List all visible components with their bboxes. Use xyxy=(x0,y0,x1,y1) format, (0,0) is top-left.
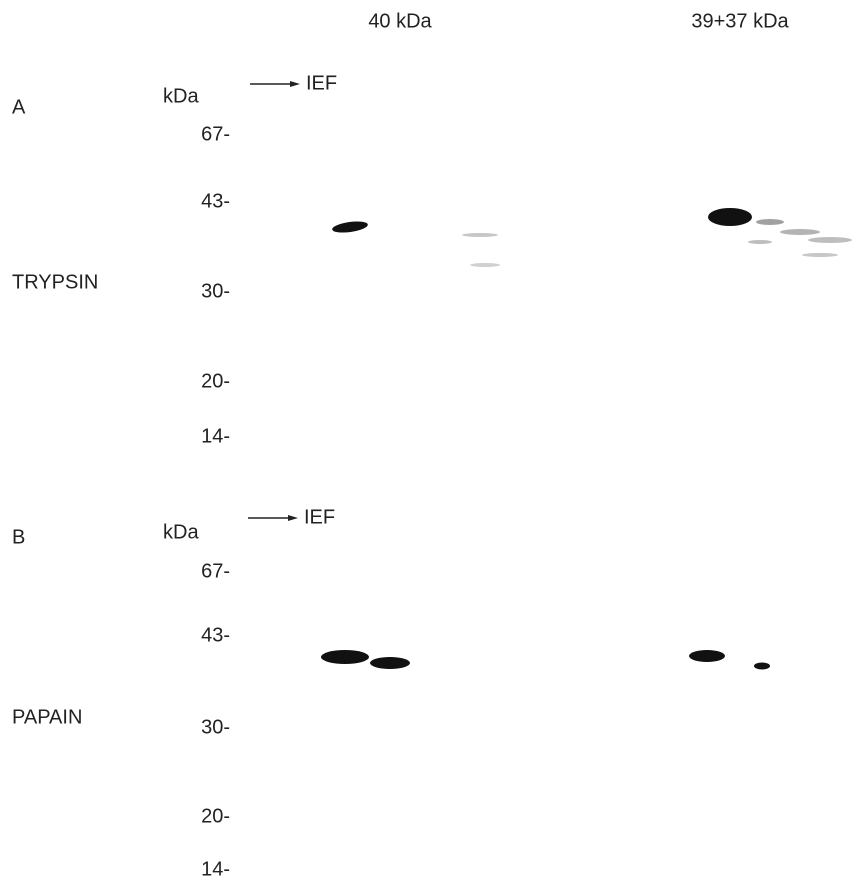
enzyme-label: TRYPSIN xyxy=(12,271,98,293)
unit-label: kDa xyxy=(163,85,199,107)
marker-label: 20- xyxy=(201,370,230,392)
page: 40 kDa 39+37 kDa A TRYPSIN kDa IEF 67- 43- 30-… xyxy=(0,0,865,879)
marker-label: 14- xyxy=(201,858,230,879)
spot xyxy=(370,657,410,669)
direction-label: IEF xyxy=(304,506,335,528)
marker-label: 67- xyxy=(201,123,230,145)
spot xyxy=(708,208,752,226)
background xyxy=(0,0,865,879)
panel-letter: A xyxy=(12,96,26,118)
marker-label: 30- xyxy=(201,280,230,302)
figure: 40 kDa 39+37 kDa A TRYPSIN kDa IEF 67- 43- 30-… xyxy=(0,0,865,879)
column-label: 39+37 kDa xyxy=(691,10,789,32)
marker-label: 67- xyxy=(201,560,230,582)
spot xyxy=(321,650,369,664)
unit-label: kDa xyxy=(163,521,199,543)
marker-label: 30- xyxy=(201,716,230,738)
marker-label: 14- xyxy=(201,425,230,447)
column-label: 40 kDa xyxy=(368,10,432,32)
spot xyxy=(754,663,770,670)
marker-label: 43- xyxy=(201,624,230,646)
marker-label: 20- xyxy=(201,805,230,827)
panel-letter: B xyxy=(12,526,25,548)
spot xyxy=(689,650,725,662)
marker-label: 43- xyxy=(201,190,230,212)
direction-label: IEF xyxy=(306,72,337,94)
enzyme-label: PAPAIN xyxy=(12,706,82,728)
